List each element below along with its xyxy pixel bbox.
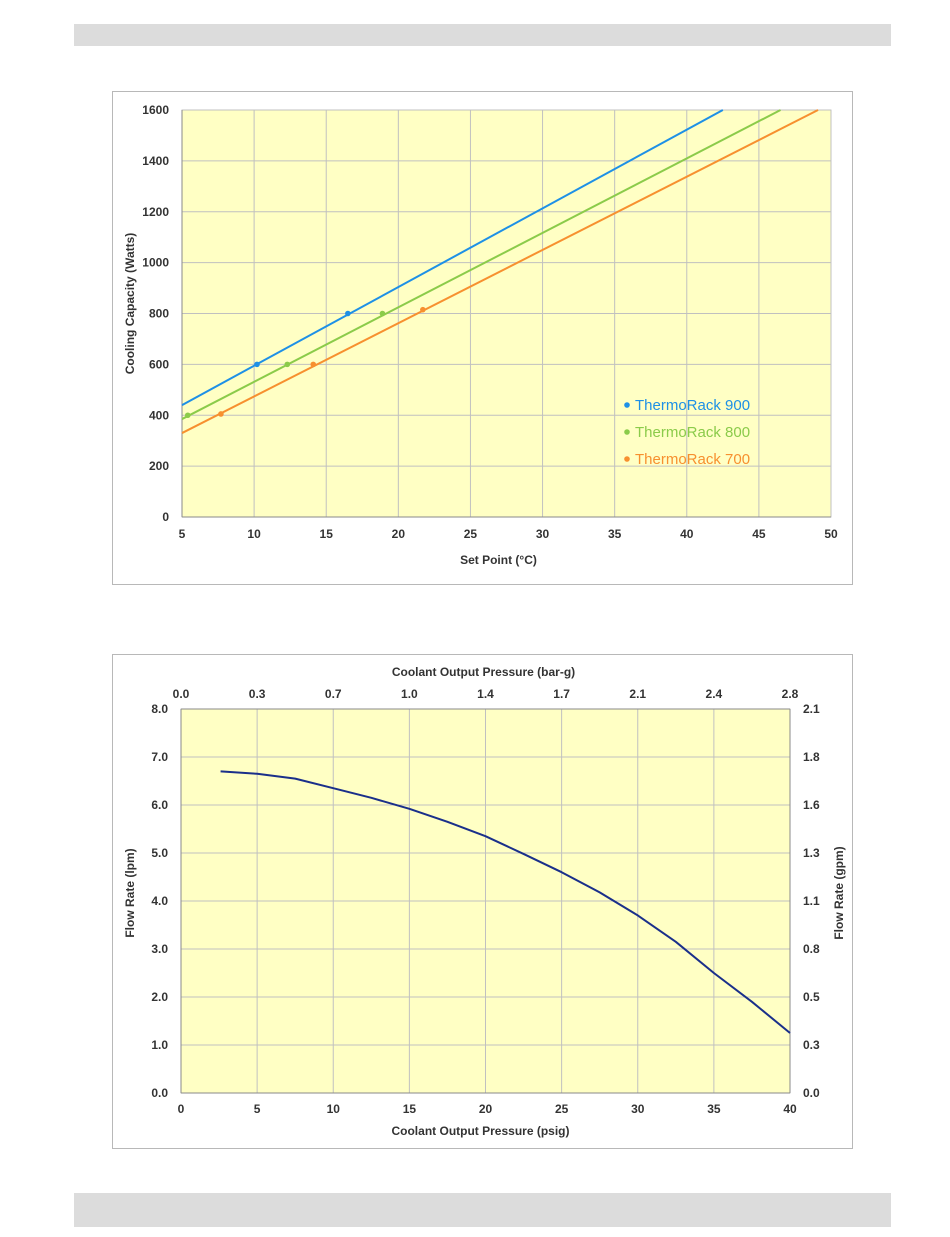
y2-tick-label: 0.5	[803, 990, 820, 1004]
y2-tick-label: 1.1	[803, 894, 820, 908]
y2-tick-label: 0.8	[803, 942, 820, 956]
y-tick-label: 3.0	[151, 942, 168, 956]
y-tick-label: 1600	[142, 103, 169, 117]
x-tick-label: 30	[631, 1102, 645, 1116]
flow-rate-curve	[220, 770, 791, 1034]
thermorack-900-legend-label: ThermoRack 900	[635, 397, 750, 414]
thermorack-700-point	[420, 306, 426, 313]
thermorack-700-legend-marker	[624, 456, 630, 462]
y-tick-label: 1000	[142, 256, 169, 270]
x-tick-label: 50	[824, 527, 838, 541]
x2-tick-label: 1.0	[401, 687, 418, 701]
y-tick-label: 1200	[142, 205, 169, 219]
x2-tick-label: 2.8	[782, 687, 799, 701]
x-axis-title: Coolant Output Pressure (psig)	[391, 1124, 569, 1138]
x-tick-label: 45	[752, 527, 766, 541]
x-tick-label: 30	[536, 527, 550, 541]
x-tick-label: 25	[464, 527, 478, 541]
y-tick-label: 5.0	[151, 846, 168, 860]
y-tick-label: 0	[162, 510, 169, 524]
thermorack-700-legend-label: ThermoRack 700	[635, 451, 750, 468]
x2-tick-label: 1.4	[477, 687, 494, 701]
x-tick-label: 35	[608, 527, 622, 541]
y-tick-label: 6.0	[151, 798, 168, 812]
y-tick-label: 2.0	[151, 990, 168, 1004]
y-tick-label: 1400	[142, 154, 169, 168]
thermorack-800-point	[379, 310, 386, 317]
thermorack-800-line	[181, 109, 781, 420]
x-tick-label: 20	[479, 1102, 493, 1116]
x2-tick-label: 0.3	[249, 687, 266, 701]
x2-tick-label: 1.7	[553, 687, 570, 701]
y-tick-label: 1.0	[151, 1038, 168, 1052]
y2-tick-label: 1.8	[803, 750, 820, 764]
x-tick-label: 5	[254, 1102, 261, 1116]
thermorack-800-point	[184, 412, 191, 419]
y-tick-label: 0.0	[151, 1086, 168, 1100]
x-tick-label: 15	[403, 1102, 417, 1116]
x-tick-label: 35	[707, 1102, 721, 1116]
y-tick-label: 600	[149, 357, 169, 371]
y2-tick-label: 1.3	[803, 846, 820, 860]
y-tick-label: 200	[149, 459, 169, 473]
y-tick-label: 7.0	[151, 750, 168, 764]
y-tick-label: 800	[149, 307, 169, 321]
x-tick-label: 15	[320, 527, 334, 541]
y2-tick-label: 1.6	[803, 798, 820, 812]
header-band	[74, 24, 891, 46]
x2-tick-label: 0.7	[325, 687, 342, 701]
y2-tick-label: 0.0	[803, 1086, 820, 1100]
thermorack-800-legend-label: ThermoRack 800	[635, 424, 750, 441]
x-tick-label: 40	[680, 527, 694, 541]
x2-tick-label: 0.0	[173, 687, 190, 701]
thermorack-800-point	[284, 361, 291, 368]
x2-tick-label: 2.4	[706, 687, 723, 701]
thermorack-900-point	[345, 310, 351, 317]
y-tick-label: 4.0	[151, 894, 168, 908]
x-tick-label: 10	[327, 1102, 341, 1116]
y-axis-title: Flow Rate (lpm)	[123, 848, 137, 937]
thermorack-800-legend-marker	[624, 429, 630, 435]
thermorack-900-line	[181, 109, 724, 406]
x2-axis-title: Coolant Output Pressure (bar-g)	[392, 665, 575, 679]
y2-tick-label: 2.1	[803, 702, 820, 716]
y-axis-title: Cooling Capacity (Watts)	[123, 233, 137, 375]
y2-axis-title: Flow Rate (gpm)	[832, 846, 846, 939]
thermorack-700-point	[218, 411, 224, 417]
thermorack-700-point	[310, 361, 317, 368]
x-tick-label: 20	[392, 527, 406, 541]
x-tick-label: 5	[179, 527, 186, 541]
x-tick-label: 10	[247, 527, 261, 541]
thermorack-900-legend-marker	[624, 402, 630, 408]
thermorack-700-line	[181, 109, 819, 434]
y-tick-label: 8.0	[151, 702, 168, 716]
x-axis-title: Set Point (°C)	[460, 553, 537, 567]
thermorack-900-point	[254, 361, 260, 368]
x-tick-label: 0	[178, 1102, 185, 1116]
x2-tick-label: 2.1	[629, 687, 646, 701]
x-tick-label: 25	[555, 1102, 569, 1116]
x-tick-label: 40	[783, 1102, 797, 1116]
y2-tick-label: 0.3	[803, 1038, 820, 1052]
y-tick-label: 400	[149, 408, 169, 422]
footer-band	[74, 1193, 891, 1227]
